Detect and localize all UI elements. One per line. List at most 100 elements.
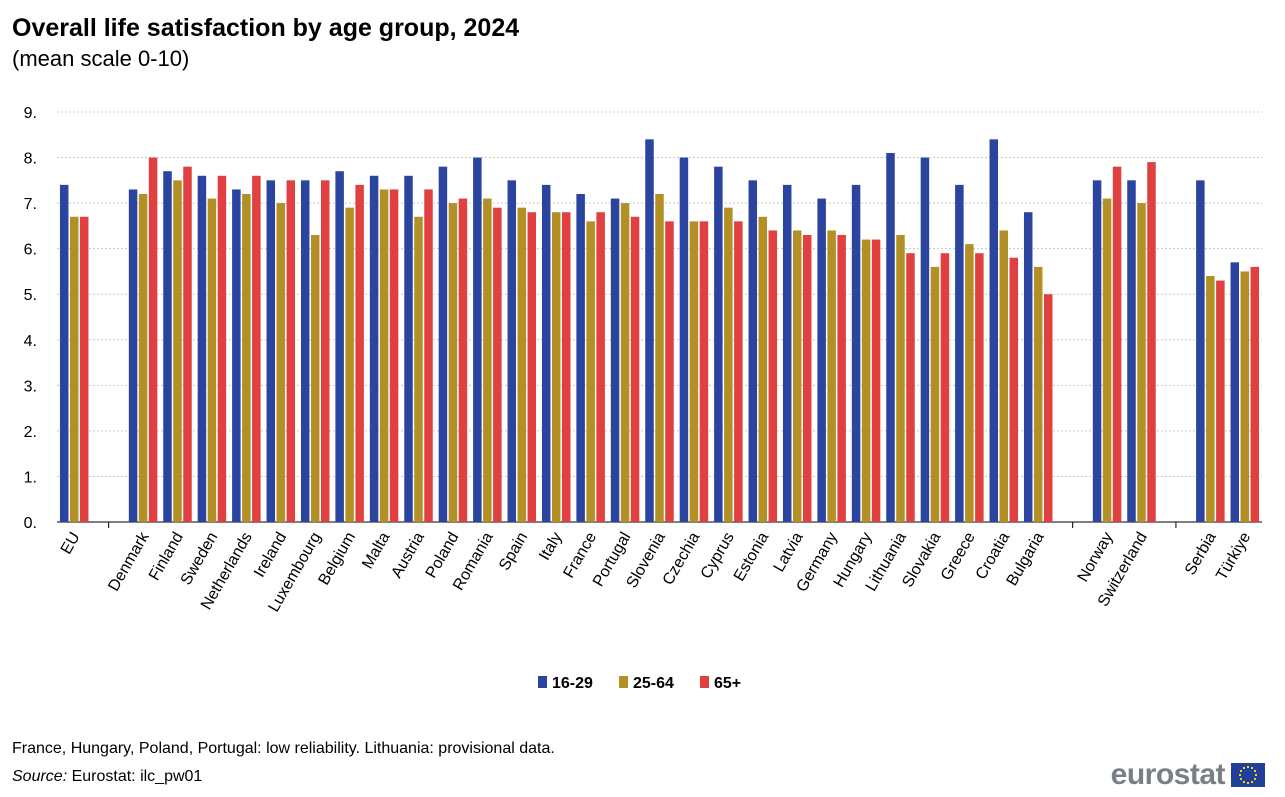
x-tick-label: Spain [496,530,531,574]
flag-star-icon [1243,780,1245,783]
bar-16-29 [1023,212,1033,522]
bar-25-64 [999,230,1009,522]
bar-25-64 [827,230,836,522]
bar-16-29 [369,175,379,522]
bar-25-64 [861,239,871,523]
y-tick-label: 8. [24,151,37,168]
bar-65+ [630,216,640,522]
bar-65+ [183,166,192,522]
bar-25-64 [724,207,733,522]
bar-16-29 [335,171,344,522]
legend-label: 25-64 [633,675,674,692]
eurostat-logo: eurostat [1111,758,1265,792]
bar-16-29 [851,184,861,522]
flag-star-icon [1251,767,1253,770]
legend-swatch [700,676,709,688]
bar-65+ [424,189,433,522]
bar-65+ [871,239,881,523]
x-tick-label: EU [58,530,84,558]
bar-65+ [527,212,537,522]
bar-25-64 [1033,266,1043,522]
bar-65+ [252,175,261,522]
bar-65+ [355,184,364,522]
bar-25-64 [379,189,389,522]
flag-star-icon [1253,778,1256,780]
bar-25-64 [517,207,527,522]
bar-65+ [1043,294,1053,522]
bar-16-29 [128,189,138,522]
bar-25-64 [345,207,354,522]
bar-25-64 [965,244,974,522]
bar-16-29 [266,180,276,523]
flag-star-icon [1243,767,1245,770]
bar-65+ [940,253,950,522]
flag-star-icon [1255,774,1257,776]
flag-star-icon [1251,780,1253,783]
bar-16-29 [197,175,207,522]
bar-16-29 [541,184,551,522]
legend-label: 65+ [714,675,741,692]
chart-title: Overall life satisfaction by age group, … [12,14,520,42]
bar-25-64 [586,221,595,523]
source-line: Source: Eurostat: ilc_pw01 [12,768,202,786]
bar-25-64 [173,180,182,523]
bar-65+ [768,230,778,522]
x-tick-label: Denmark [105,529,153,595]
bar-16-29 [232,189,241,522]
bar-25-64 [620,203,630,522]
bar-65+ [389,189,399,522]
flag-star-icon [1240,770,1243,772]
bar-65+ [1250,266,1260,522]
x-tick-label: Italy [536,530,565,564]
bar-16-29 [438,166,448,522]
bar-25-64 [448,203,458,522]
logo-text: eurostat [1110,758,1226,791]
bar-65+ [699,221,709,523]
bar-65+ [286,180,296,523]
bar-16-29 [817,198,826,523]
bar-16-29 [1127,180,1136,523]
legend-label: 16-29 [552,675,593,692]
y-tick-label: 2. [24,424,37,441]
bar-25-64 [69,216,79,522]
bar-25-64 [551,212,561,522]
bar-25-64 [242,194,251,522]
y-tick-label: 9. [24,105,37,122]
y-tick-label: 6. [24,242,37,259]
bar-25-64 [310,235,320,522]
bar-16-29 [59,184,69,522]
bar-25-64 [896,235,905,522]
bar-65+ [906,253,915,522]
y-tick-label: 1. [24,469,37,486]
y-tick-label: 5. [24,287,37,304]
y-tick-label: 0. [24,515,37,532]
source-text: Eurostat: ilc_pw01 [67,768,203,785]
bar-25-64 [276,203,286,522]
bar-16-29 [404,175,413,522]
bar-16-29 [955,184,964,522]
bar-65+ [217,175,227,522]
source-label: Source: [12,768,68,785]
bar-chart: 0.1.2.3.4.5.6.7.8.9.EU DenmarkFinlandSwed… [24,105,1262,692]
bar-65+ [975,253,984,522]
bar-25-64 [414,216,423,522]
bar-65+ [79,216,89,522]
chart-subtitle: (mean scale 0-10) [12,46,190,71]
bar-25-64 [1240,271,1250,522]
flag-star-icon [1240,778,1243,780]
bar-25-64 [1137,203,1146,522]
legend-swatch [619,676,628,688]
bar-65+ [596,212,605,522]
flag-star-icon [1247,766,1249,768]
x-tick-label: Serbia [1182,529,1220,578]
bar-25-64 [930,266,940,522]
bar-25-64 [792,230,802,522]
flag-star-icon [1247,782,1249,784]
bar-65+ [1009,257,1019,522]
bar-65+ [561,212,571,522]
bar-16-29 [1230,262,1240,522]
eu-flag-icon [1231,763,1265,787]
bar-65+ [1112,166,1122,522]
bar-16-29 [920,157,930,523]
